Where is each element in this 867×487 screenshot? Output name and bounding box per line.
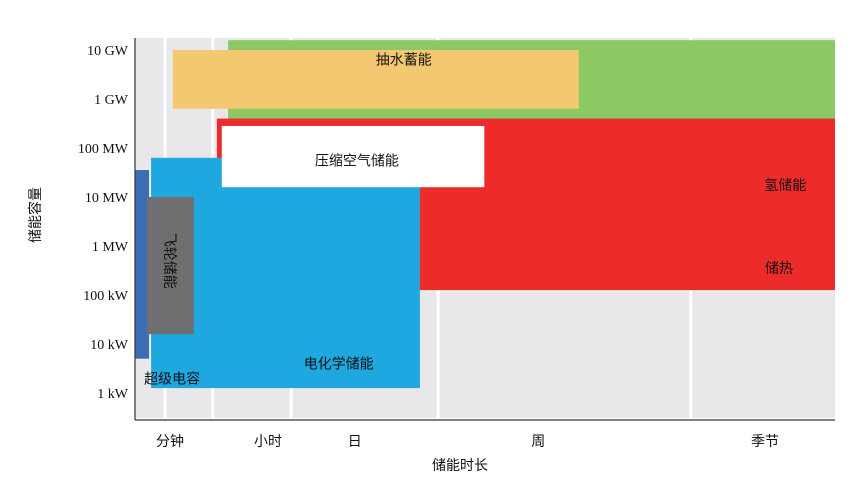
region-5	[135, 170, 149, 359]
x-cat-1: 小时	[254, 434, 282, 450]
y-tick-labels: 1 kW 10 kW 100 kW 1 MW 10 MW 100 MW 1 GW 10 GW	[78, 44, 129, 402]
axes	[134, 38, 835, 421]
x-cat-2: 日	[348, 434, 362, 450]
x-tick-labels: 分钟 小时 日 周 季节	[156, 433, 779, 450]
y-tick-2: 100 kW	[83, 289, 129, 304]
region-label-4: 压缩空气储能	[315, 154, 399, 170]
region-label-3: 抽水蓄能	[376, 52, 432, 68]
y-tick-0: 1 kW	[97, 387, 129, 402]
x-cat-4: 季节	[751, 434, 779, 450]
x-cat-0: 分钟	[156, 433, 184, 450]
region-label-1: 储热	[765, 261, 793, 277]
region-3	[172, 50, 579, 109]
region-2	[151, 157, 420, 389]
y-axis-label: 储能容量	[27, 187, 44, 243]
region-label-6: 飞轮储能	[161, 233, 177, 289]
x-axis-label: 储能时长	[432, 458, 488, 474]
y-tick-7: 10 GW	[87, 44, 129, 59]
region-label-5: 超级电容	[144, 370, 200, 387]
region-6	[146, 197, 194, 335]
region-4	[221, 125, 485, 188]
regions	[135, 40, 836, 389]
x-cat-3: 周	[531, 434, 545, 450]
y-tick-1: 10 kW	[90, 338, 129, 353]
y-tick-6: 1 GW	[94, 93, 129, 108]
y-tick-3: 1 MW	[92, 240, 129, 255]
region-label-2: 电化学储能	[304, 357, 374, 373]
y-tick-4: 10 MW	[85, 191, 129, 206]
y-tick-5: 100 MW	[78, 142, 129, 157]
region-label-0: 氢储能	[764, 178, 806, 194]
